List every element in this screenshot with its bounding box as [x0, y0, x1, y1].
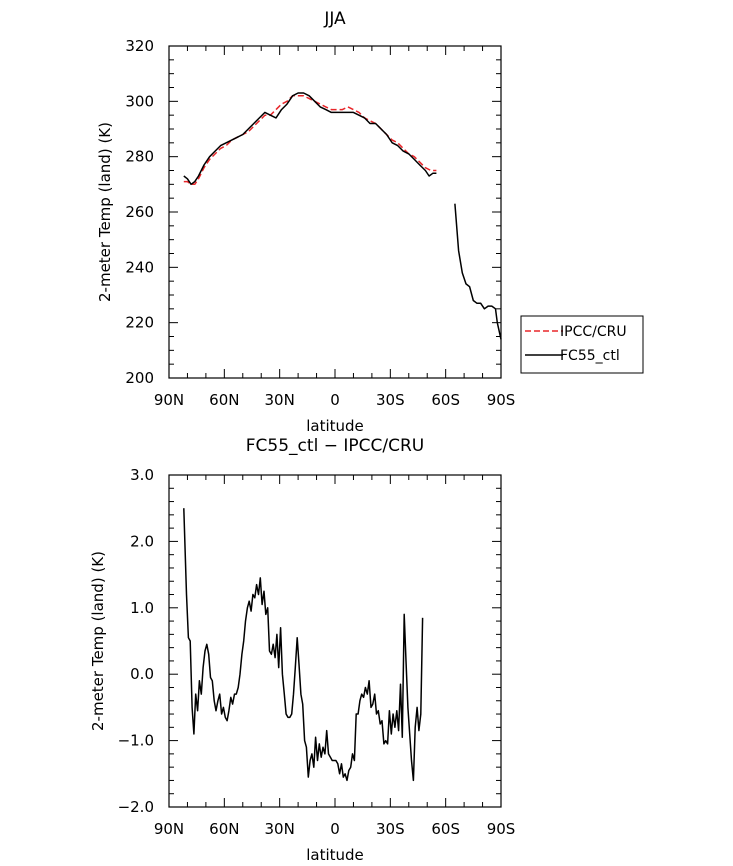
series-line-fc55-ctl	[454, 203, 502, 340]
bottom-ticks	[168, 474, 502, 808]
bottom-y-axis-label: 2-meter Temp (land) (K)	[89, 551, 107, 731]
x-tick-label: 90S	[487, 391, 516, 409]
legend: IPCC/CRU FC55_ctl	[520, 315, 644, 374]
x-tick-label: 60N	[209, 391, 239, 409]
y-tick-label: 260	[125, 203, 154, 221]
y-tick-label: 1.0	[130, 599, 154, 617]
top-panel: JJA 90N 60N 30N 0 30S 60S 90S 320 300 280 260 240 2…	[96, 9, 515, 435]
y-tick-label: −2.0	[118, 798, 154, 816]
top-ticks	[168, 45, 502, 379]
bottom-x-tick-labels: 90N 60N 30N 0 30S 60S 90S	[154, 820, 515, 838]
bottom-y-tick-labels: 3.0 2.0 1.0 0.0 −1.0 −2.0	[118, 466, 154, 816]
top-x-axis-label: latitude	[306, 417, 364, 435]
y-tick-label: 2.0	[130, 532, 154, 550]
x-tick-label: 30N	[265, 820, 295, 838]
y-tick-label: 300	[125, 92, 154, 110]
x-tick-label: 0	[330, 820, 340, 838]
series-line-fc55-ctl	[183, 92, 437, 186]
x-tick-label: 30S	[376, 820, 405, 838]
x-tick-label: 60S	[431, 820, 460, 838]
y-tick-label: 240	[125, 258, 154, 276]
top-plot-frame	[168, 45, 502, 379]
y-tick-label: −1.0	[118, 732, 154, 750]
bottom-x-axis-label: latitude	[306, 846, 364, 864]
bottom-chart-title: FC55_ctl − IPCC/CRU	[246, 436, 424, 456]
x-tick-label: 90N	[154, 391, 184, 409]
bottom-plot-frame	[168, 474, 502, 808]
legend-label-fc55-ctl: FC55_ctl	[560, 348, 620, 364]
legend-box	[520, 315, 644, 374]
x-tick-label: 60N	[209, 820, 239, 838]
top-y-axis-label: 2-meter Temp (land) (K)	[96, 122, 114, 302]
top-chart-title: JJA	[323, 9, 346, 29]
x-tick-label: 0	[330, 391, 340, 409]
y-tick-label: 320	[125, 37, 154, 55]
bottom-series-lines	[183, 508, 424, 782]
legend-label-ipcc-cru: IPCC/CRU	[560, 324, 627, 340]
x-tick-label: 30S	[376, 391, 405, 409]
top-y-tick-labels: 320 300 280 260 240 220 200	[125, 37, 154, 387]
y-tick-label: 220	[125, 314, 154, 332]
top-x-tick-labels: 90N 60N 30N 0 30S 60S 90S	[154, 391, 515, 409]
bottom-panel: FC55_ctl − IPCC/CRU 90N 60N 30N 0 30S 60S 90S …	[89, 436, 515, 864]
top-series-lines	[183, 92, 502, 340]
x-tick-label: 60S	[431, 391, 460, 409]
series-line-ipcc-cru	[183, 95, 437, 186]
y-tick-label: 280	[125, 148, 154, 166]
y-tick-label: 3.0	[130, 466, 154, 484]
series-line-difference	[183, 508, 424, 782]
y-tick-label: 0.0	[130, 665, 154, 683]
x-tick-label: 30N	[265, 391, 295, 409]
x-tick-label: 90N	[154, 820, 184, 838]
y-tick-label: 200	[125, 369, 154, 387]
x-tick-label: 90S	[487, 820, 516, 838]
